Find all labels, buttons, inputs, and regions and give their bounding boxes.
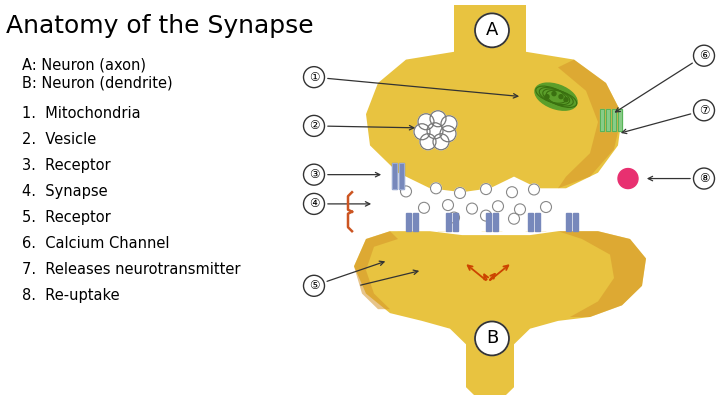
Text: 2.  Vesicle: 2. Vesicle (22, 132, 96, 147)
Circle shape (492, 201, 503, 212)
Bar (600, 109, 604, 131)
Circle shape (545, 95, 549, 99)
Bar (606, 109, 610, 131)
Circle shape (552, 92, 556, 96)
Bar (399, 163, 404, 189)
Circle shape (414, 124, 430, 140)
Bar (453, 213, 458, 231)
Text: ②: ② (309, 119, 319, 132)
Text: Anatomy of the Synapse: Anatomy of the Synapse (6, 14, 314, 38)
Circle shape (693, 168, 714, 189)
Bar (486, 213, 491, 231)
Circle shape (618, 168, 638, 189)
Bar (399, 163, 404, 189)
Circle shape (564, 98, 568, 102)
Text: 6.  Calcium Channel: 6. Calcium Channel (22, 236, 169, 251)
Polygon shape (562, 208, 582, 231)
Bar (612, 109, 616, 131)
Circle shape (427, 123, 443, 139)
Text: ⑧: ⑧ (698, 172, 709, 185)
Ellipse shape (535, 83, 577, 110)
Text: B: Neuron (dendrite): B: Neuron (dendrite) (22, 76, 173, 91)
Circle shape (454, 188, 466, 198)
Circle shape (515, 204, 526, 215)
Circle shape (480, 210, 492, 221)
Circle shape (467, 203, 477, 214)
Polygon shape (482, 200, 503, 231)
Polygon shape (354, 231, 646, 395)
Text: 8.  Re-uptake: 8. Re-uptake (22, 288, 120, 303)
Circle shape (559, 95, 563, 99)
Text: ④: ④ (309, 197, 319, 211)
Circle shape (475, 13, 509, 47)
Circle shape (304, 115, 325, 136)
Circle shape (418, 202, 430, 213)
Circle shape (304, 67, 325, 87)
Circle shape (431, 183, 441, 194)
Polygon shape (366, 52, 622, 192)
Polygon shape (397, 204, 418, 231)
Circle shape (304, 194, 325, 214)
Text: 1.  Mitochondria: 1. Mitochondria (22, 106, 140, 121)
Bar (392, 163, 397, 189)
Bar (406, 213, 411, 231)
Text: 4.  Synapse: 4. Synapse (22, 184, 107, 199)
Circle shape (541, 202, 552, 213)
Text: 5.  Receptor: 5. Receptor (22, 210, 111, 225)
Circle shape (693, 45, 714, 66)
Text: 7.  Releases neurotransmitter: 7. Releases neurotransmitter (22, 262, 240, 277)
Polygon shape (354, 231, 398, 309)
Circle shape (528, 184, 539, 195)
Circle shape (475, 322, 509, 356)
Text: 3.  Receptor: 3. Receptor (22, 158, 111, 173)
Circle shape (433, 134, 449, 150)
Bar (446, 213, 451, 231)
Circle shape (418, 114, 434, 130)
Text: B: B (486, 329, 498, 347)
Text: A: A (486, 21, 498, 39)
Circle shape (693, 100, 714, 121)
Circle shape (440, 126, 456, 142)
Circle shape (441, 116, 457, 132)
Bar (535, 213, 540, 231)
Text: ③: ③ (309, 168, 319, 181)
Text: ⑦: ⑦ (698, 104, 709, 117)
Circle shape (304, 164, 325, 185)
Circle shape (480, 183, 492, 194)
Bar (606, 109, 610, 131)
Bar (618, 109, 622, 131)
Polygon shape (526, 204, 546, 231)
Bar (612, 109, 616, 131)
Bar (618, 109, 622, 131)
Circle shape (430, 111, 446, 127)
Polygon shape (438, 204, 459, 231)
Text: ⑥: ⑥ (698, 49, 709, 62)
Circle shape (506, 187, 518, 198)
Polygon shape (362, 192, 658, 231)
Bar (413, 213, 418, 231)
Circle shape (420, 134, 436, 150)
Bar (493, 213, 498, 231)
Polygon shape (558, 231, 646, 317)
Circle shape (508, 213, 520, 224)
Bar (566, 213, 571, 231)
Text: A: Neuron (axon): A: Neuron (axon) (22, 58, 146, 73)
Text: ⑤: ⑤ (309, 279, 319, 292)
Circle shape (400, 186, 412, 197)
Polygon shape (558, 60, 622, 188)
Text: ①: ① (309, 70, 319, 84)
Bar (528, 213, 533, 231)
Bar (392, 163, 397, 189)
Bar (600, 109, 604, 131)
Circle shape (304, 275, 325, 296)
Circle shape (443, 200, 454, 211)
Polygon shape (454, 5, 526, 60)
Bar (573, 213, 578, 231)
Circle shape (449, 212, 459, 223)
